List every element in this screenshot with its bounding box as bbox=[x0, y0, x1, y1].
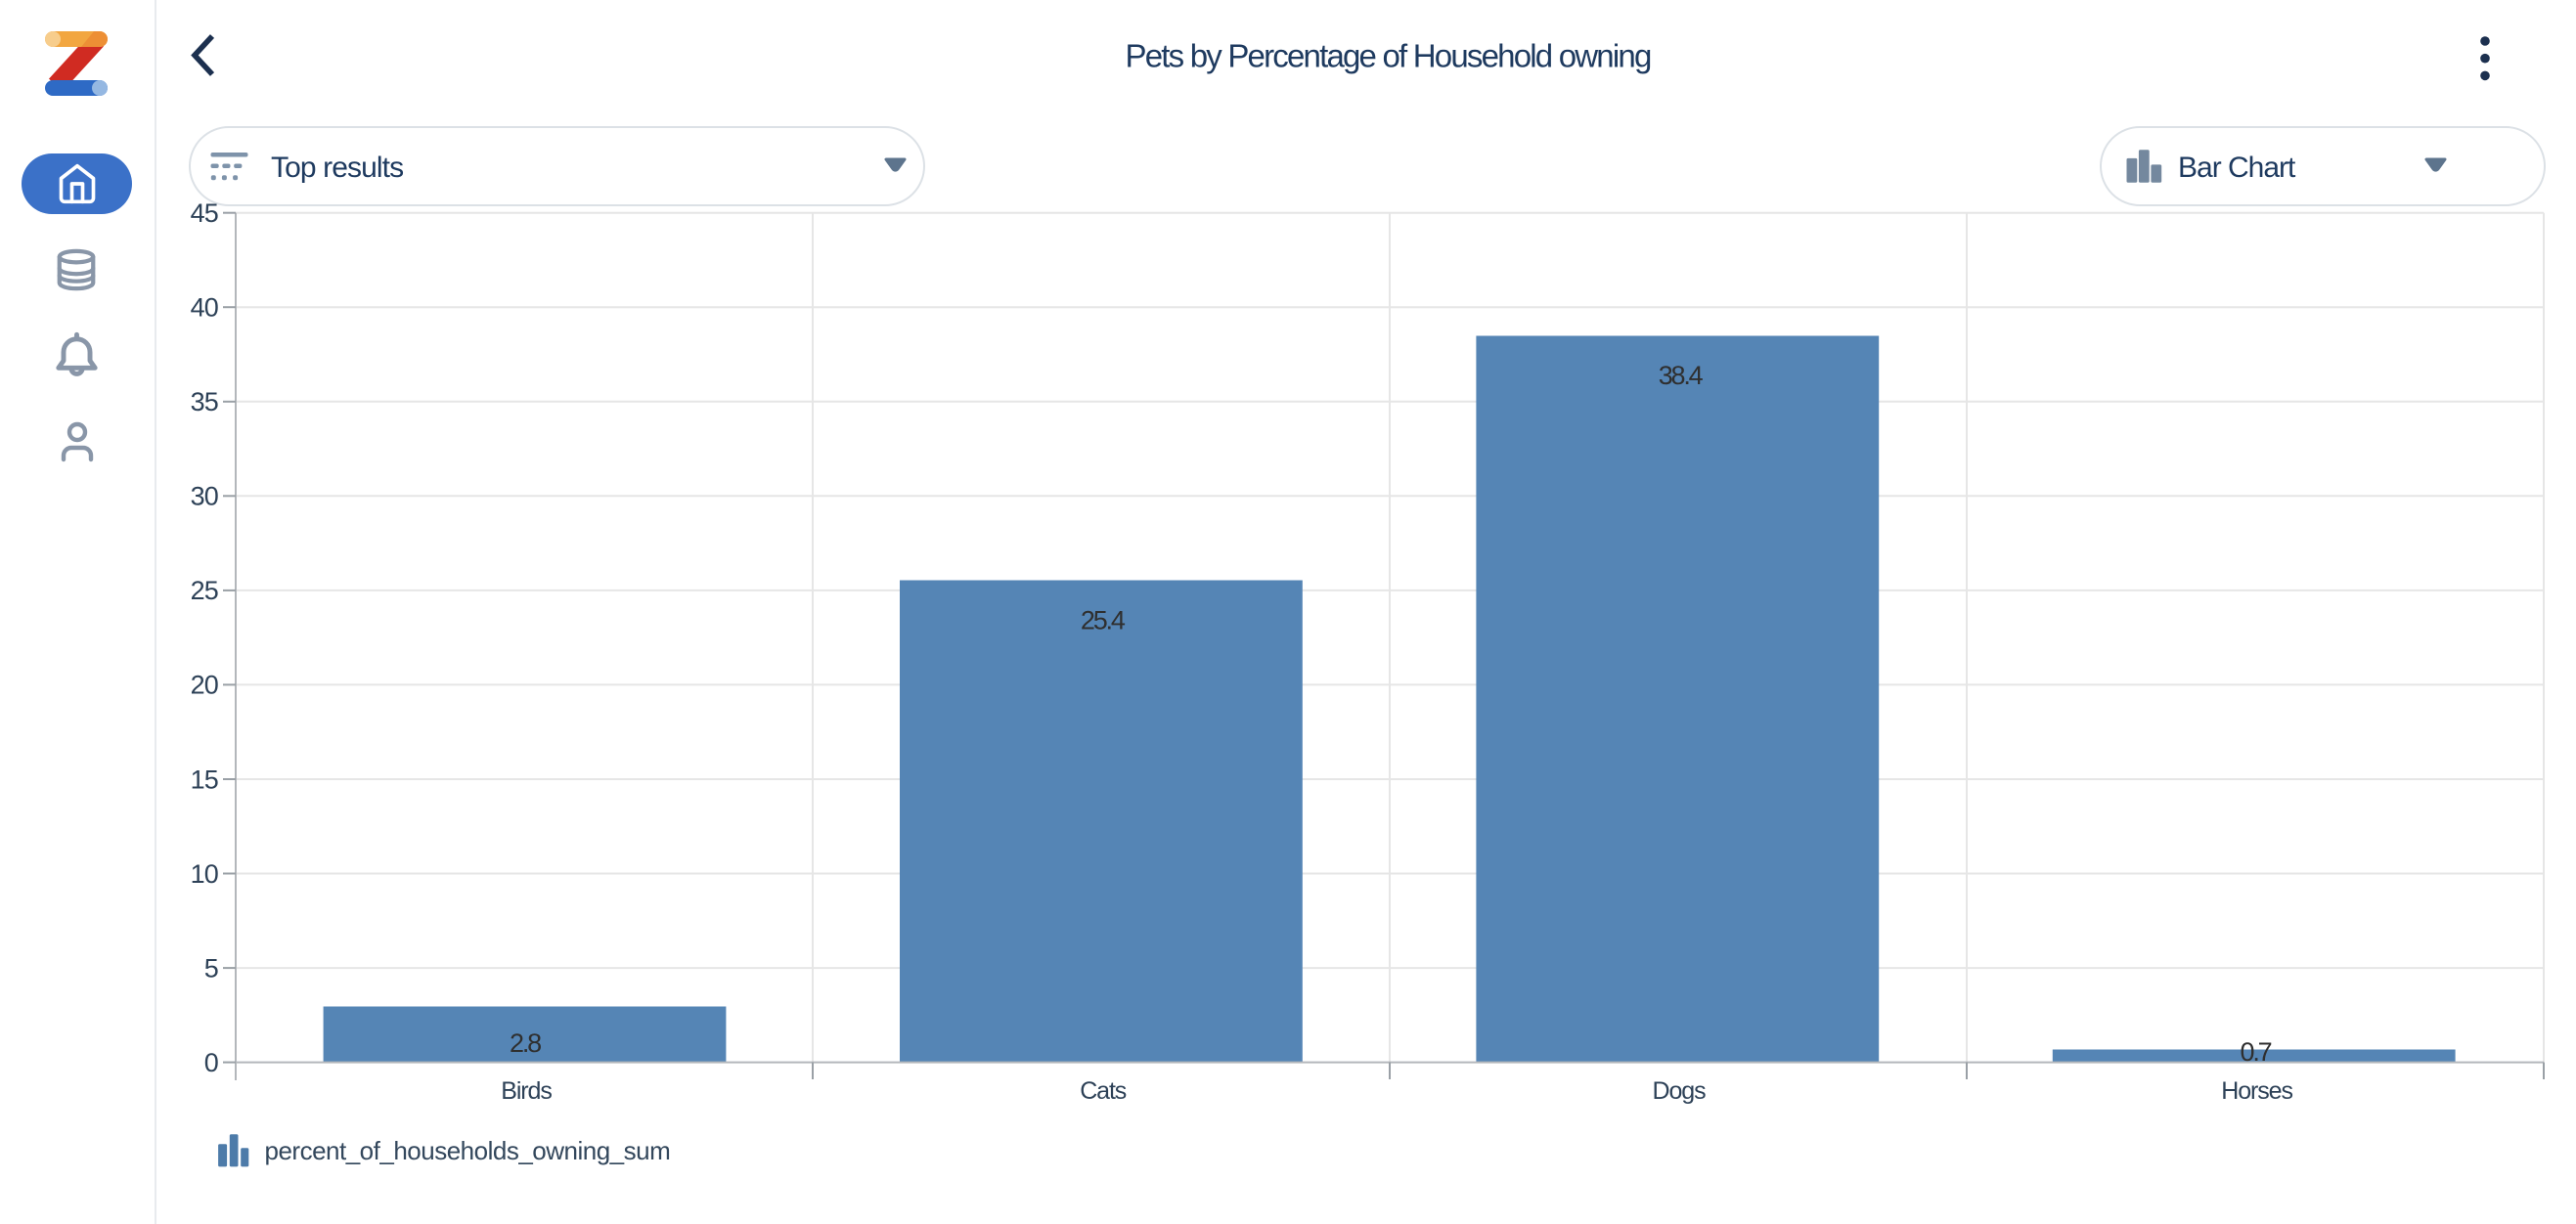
svg-text:Cats: Cats bbox=[1080, 1077, 1127, 1105]
svg-text:Bar Chart: Bar Chart bbox=[2178, 152, 2296, 184]
svg-text:2.8: 2.8 bbox=[510, 1028, 541, 1058]
svg-text:0.7: 0.7 bbox=[2241, 1037, 2272, 1067]
svg-text:45: 45 bbox=[191, 198, 218, 228]
svg-text:15: 15 bbox=[191, 765, 218, 794]
svg-text:percent_of_households_owning_s: percent_of_households_owning_sum bbox=[265, 1136, 671, 1165]
svg-text:Birds: Birds bbox=[501, 1077, 552, 1105]
svg-text:35: 35 bbox=[191, 387, 218, 416]
svg-text:Horses: Horses bbox=[2221, 1077, 2292, 1105]
svg-text:10: 10 bbox=[191, 859, 218, 889]
svg-text:Dogs: Dogs bbox=[1653, 1077, 1707, 1105]
svg-text:0: 0 bbox=[204, 1048, 218, 1077]
svg-text:Pets by Percentage of Househol: Pets by Percentage of Household owning bbox=[1126, 38, 1651, 74]
svg-text:20: 20 bbox=[191, 671, 218, 700]
svg-text:5: 5 bbox=[204, 953, 218, 983]
svg-text:Top results: Top results bbox=[271, 152, 403, 184]
svg-text:25.4: 25.4 bbox=[1081, 605, 1126, 634]
svg-text:40: 40 bbox=[191, 293, 218, 323]
svg-text:38.4: 38.4 bbox=[1659, 361, 1704, 390]
svg-text:30: 30 bbox=[191, 482, 218, 511]
svg-text:25: 25 bbox=[191, 576, 218, 605]
